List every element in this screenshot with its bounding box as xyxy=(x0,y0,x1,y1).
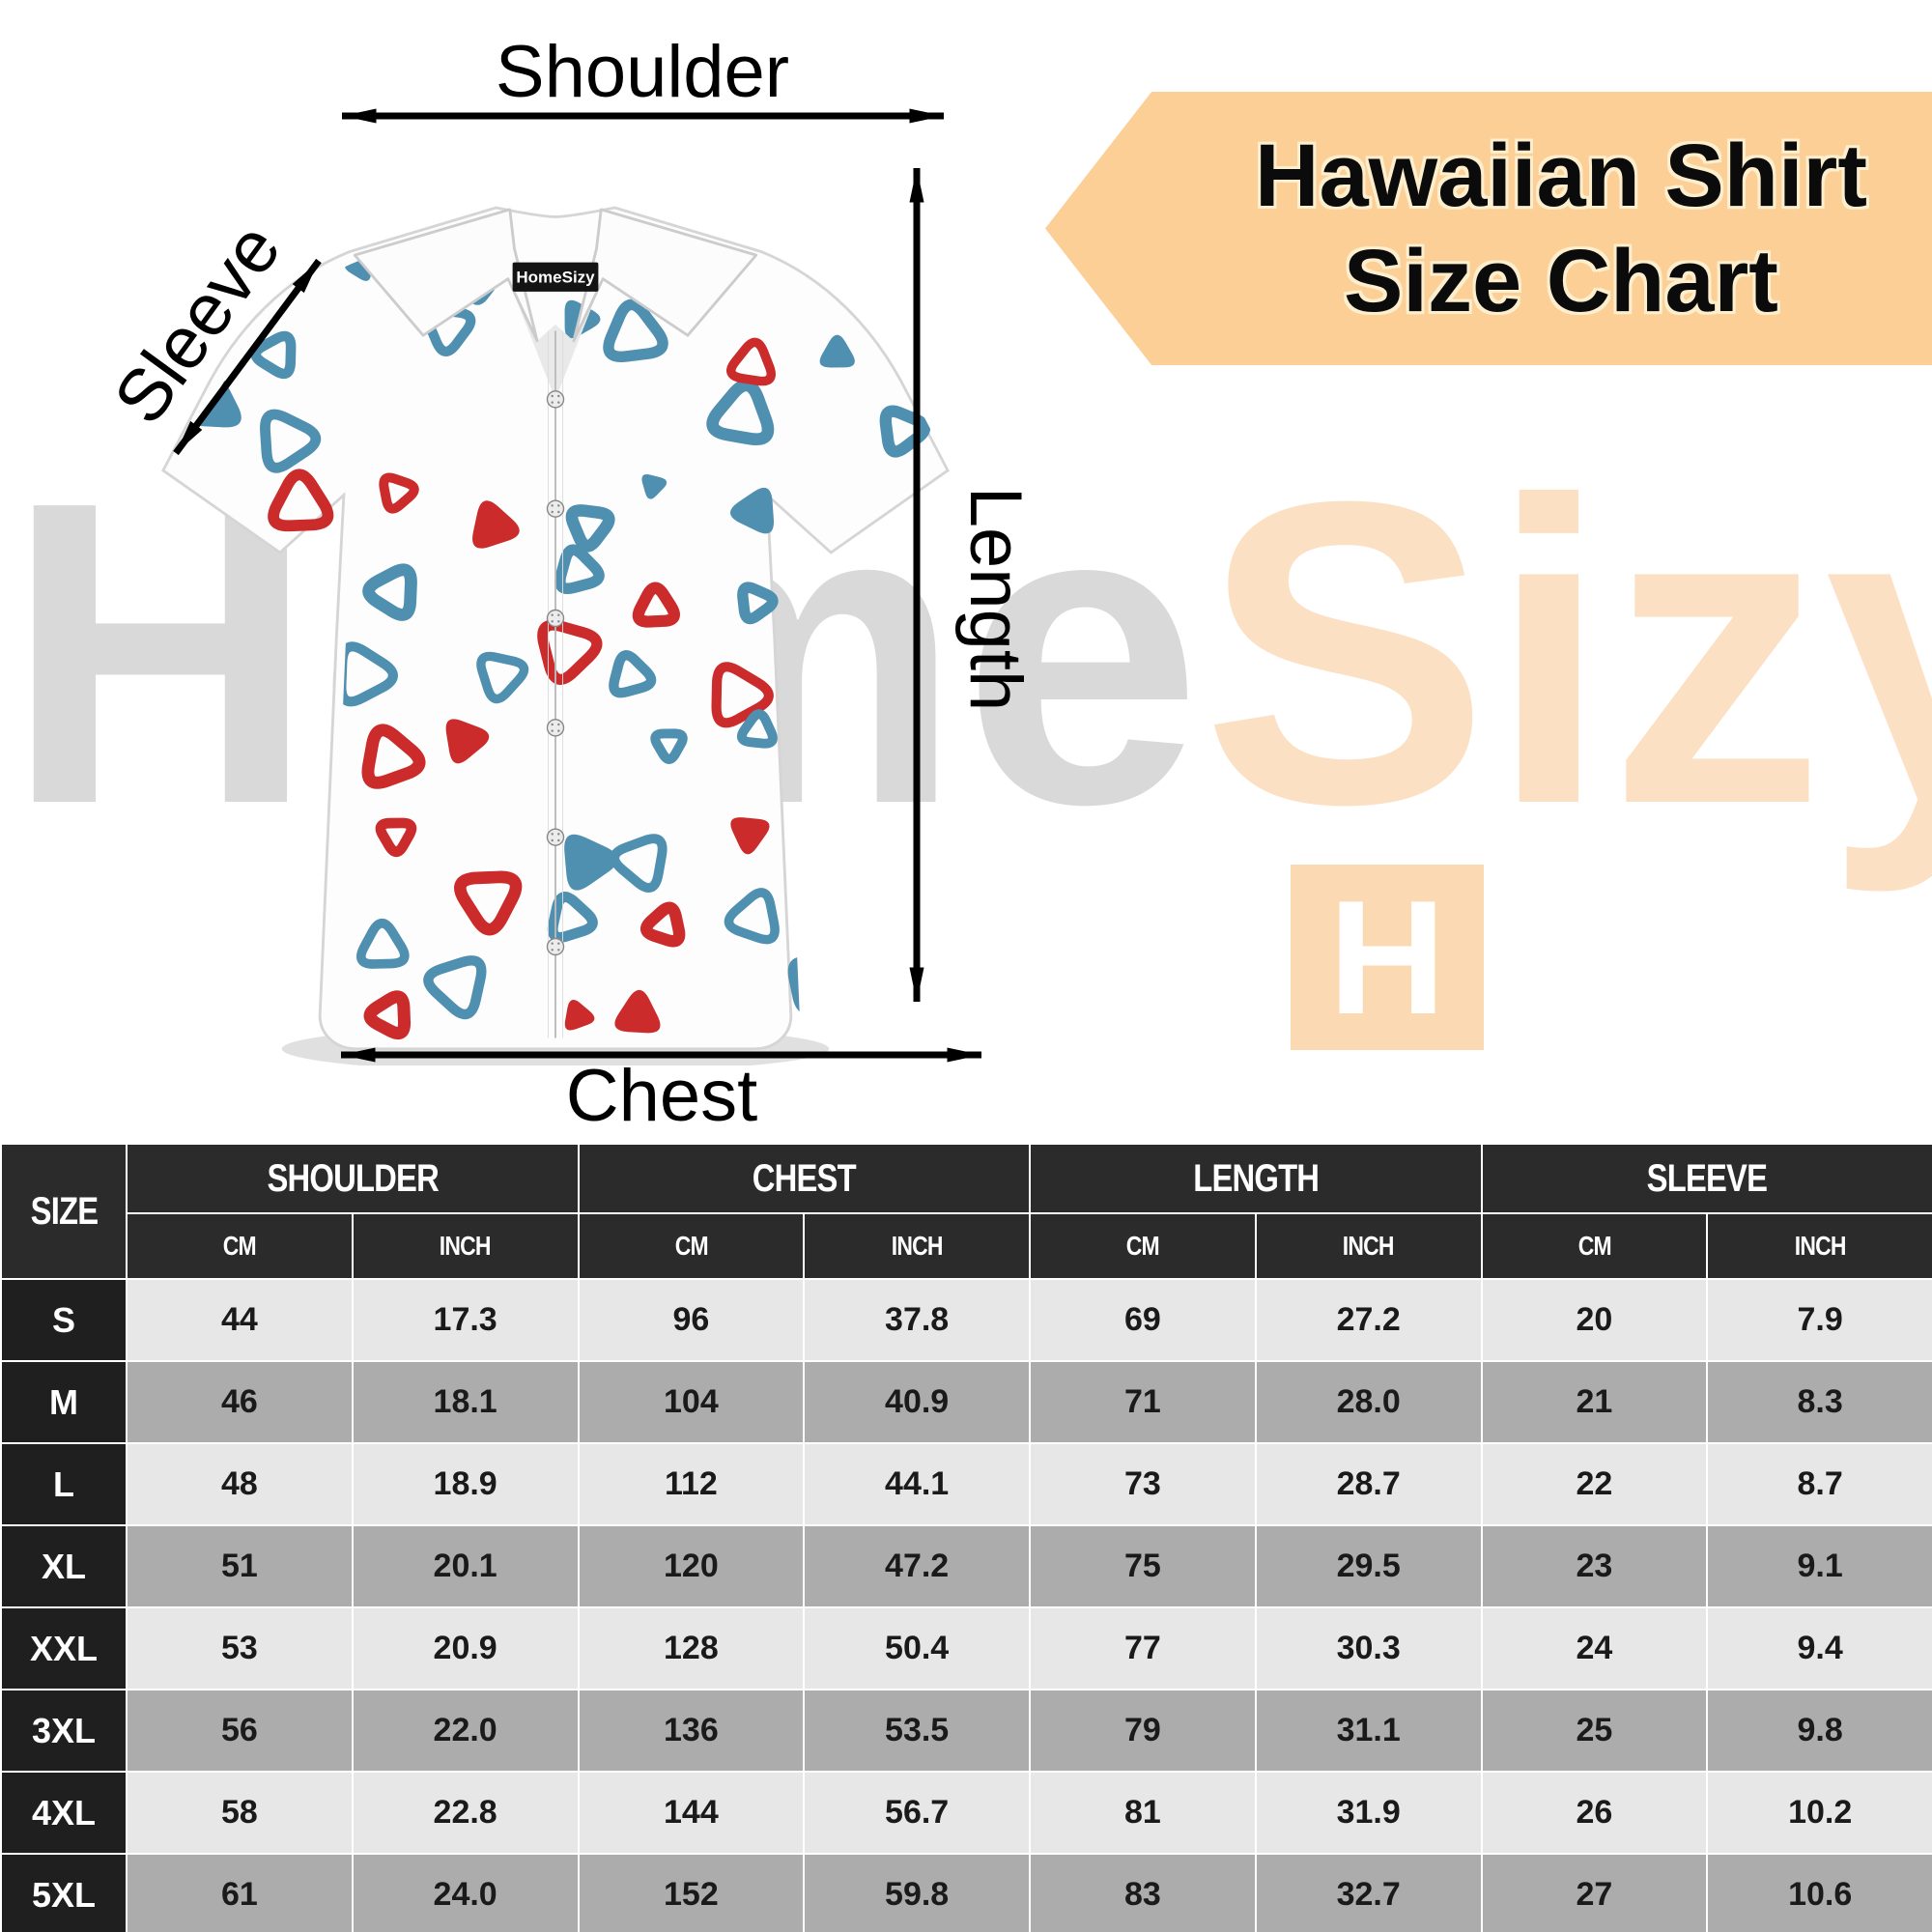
svg-text:Sleeve: Sleeve xyxy=(99,209,297,439)
svg-text:Shoulder: Shoulder xyxy=(496,31,789,113)
svg-text:Length: Length xyxy=(954,487,1037,711)
svg-text:Chest: Chest xyxy=(566,1055,758,1137)
